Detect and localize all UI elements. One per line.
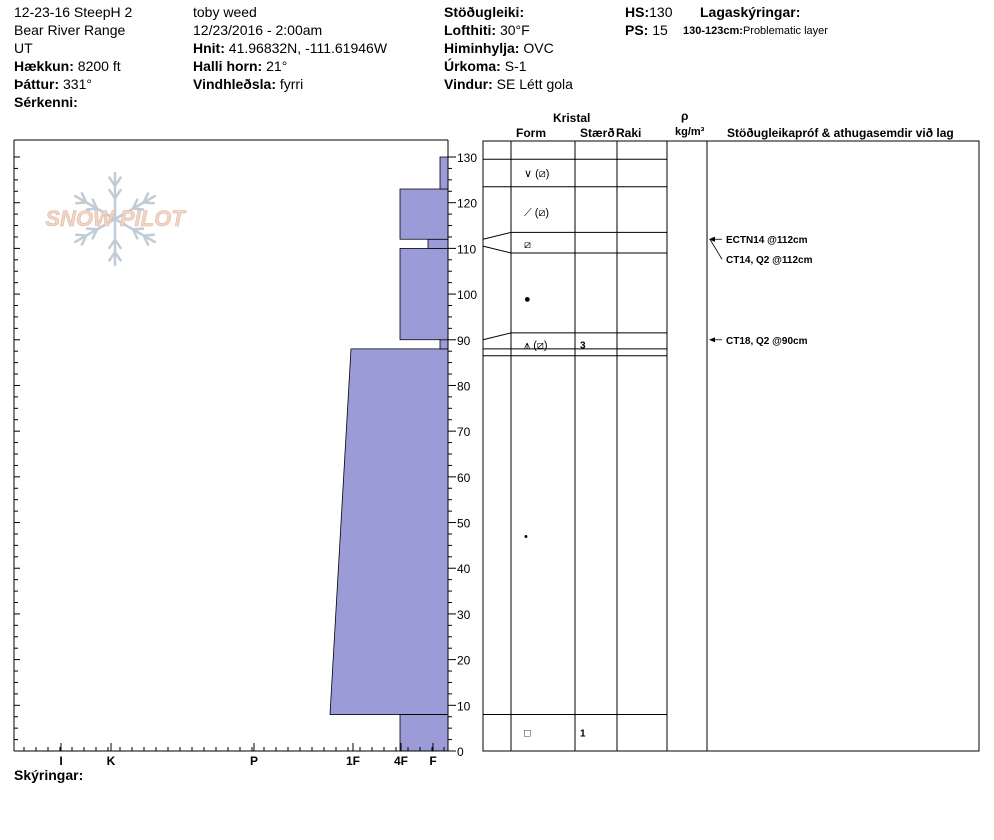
layer-note: 130-123cm:Problematic layer [683,25,828,37]
slope-angle: Halli horn: 21° [193,58,288,74]
stability-test-label: CT18, Q2 @90cm [726,336,808,347]
y-tick-label: 120 [457,197,477,211]
layer-connector [482,245,512,254]
chart-axes: 0 10 20 30 40 50 60 70 80 90 100 110 120 130 I K P 1F 4F F [13,139,477,768]
range-name: Bear River Range [14,22,126,38]
tests-header: Stöðugleikapróf & athugasemdir við lag [727,126,954,140]
x-tick-label: I [59,754,62,768]
density-rho-header: ρ [681,109,689,123]
state: UT [14,40,33,56]
layer-connector [482,332,512,341]
stability-test-label: ECTN14 @112cm [726,235,808,246]
form-header: Form [516,126,546,140]
snowpilot-watermark: SNOW PILOT [45,171,187,267]
notes-label: Skýringar: [14,767,84,783]
y-tick-label: 30 [457,608,471,622]
y-tick-label: 130 [457,151,477,165]
crystal-header: Kristal [553,111,591,125]
y-tick-label: 10 [457,699,471,713]
grain-form-symbol: □ [524,728,531,740]
grain-form-symbol: • [524,531,528,543]
y-tick-label: 70 [457,425,471,439]
grain-form-symbol: ⩚ (⧄) [524,339,548,351]
x-tick-label: 4F [394,754,408,768]
hardness-layer [399,247,449,341]
y-tick-label: 100 [457,288,477,302]
hardness-layer [329,348,449,715]
density-unit-header: kg/m³ [675,126,705,138]
grain-size-value: 3 [580,340,586,351]
x-tick-label: F [429,754,436,768]
x-tick-label: K [107,754,116,768]
grain-form-symbol: ⧄ [524,239,531,251]
watermark-text: SNOW PILOT [45,206,186,231]
precipitation: Úrkoma: S-1 [444,58,527,74]
hardness-layer [399,714,449,752]
x-tick-label: 1F [346,754,360,768]
size-header: Stærð [580,126,615,140]
air-temperature: Lofthiti: 30°F [444,22,530,38]
wind: Vindur: SE Létt gola [444,76,573,92]
aspect: Þáttur: 331° [14,76,92,92]
hardness-layer [399,188,449,240]
sky-cover: Himinhylja: OVC [444,40,554,56]
hardness-layer [439,156,449,190]
grain-size-value: 1 [580,729,586,740]
grain-form-symbol: ⟋ (⧄) [524,207,549,219]
hardness-layer [427,238,449,249]
y-tick-label: 60 [457,471,471,485]
layer-notes-label: Lagaskýringar: [700,4,801,20]
wind-loading: Vindhleðsla: fyrri [193,76,304,92]
layer-connector [482,231,512,240]
y-tick-label: 20 [457,654,471,668]
table-frame [482,140,980,752]
y-tick-label: 40 [457,562,471,576]
grain-form-symbol: ● [524,294,531,306]
site-name: 12-23-16 SteepH 2 [14,4,133,20]
test-arrow [709,239,723,260]
snow-height: HS:130 [625,4,673,20]
y-tick-label: 80 [457,379,471,393]
features-label: Sérkenni: [14,94,78,110]
stability-test-label: CT14, Q2 @112cm [726,255,813,266]
layer-table: ∨ (⧄) ⟋ (⧄) ⧄ ● ⩚ (⧄) 3 • □ 1 ECTN14 @112cm CT14, … [482,140,980,752]
x-tick-label: P [250,754,258,768]
elevation: Hækkun: 8200 ft [14,58,121,74]
y-tick-label: 110 [457,242,476,256]
hardness-profile [329,156,449,752]
y-tick-label: 90 [457,334,471,348]
coordinates: Hnit: 41.96832N, -111.61946W [193,40,388,56]
hardness-layer [439,339,449,350]
stability: Stöðugleiki: [444,4,525,20]
y-tick-label: 50 [457,517,471,531]
test-arrowhead [709,236,715,242]
y-tick-label: 0 [457,745,464,759]
ski-penetration: PS: 15 [625,22,668,38]
grain-form-symbol: ∨ (⧄) [524,168,549,180]
test-arrowhead [709,337,715,343]
moisture-header: Raki [616,126,642,140]
observer: toby weed [193,4,257,20]
datetime: 12/23/2016 - 2:00am [193,22,323,38]
